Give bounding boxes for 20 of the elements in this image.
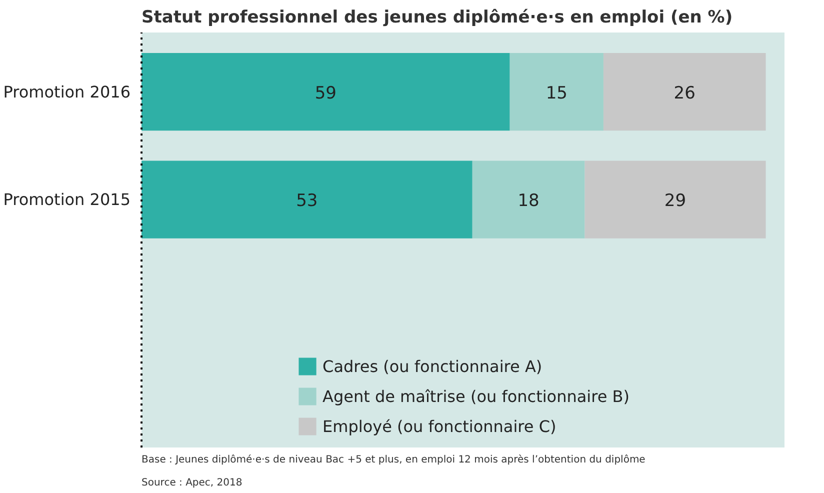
legend-label: Cadres (ou fonctionnaire A) xyxy=(322,356,542,376)
bar xyxy=(142,52,510,131)
bar xyxy=(472,160,585,238)
legend-label: Employé (ou fonctionnaire C) xyxy=(322,416,556,436)
data-label: 59 xyxy=(314,83,336,104)
data-label: 29 xyxy=(664,191,686,212)
bar xyxy=(510,52,604,131)
y-tick-label: Promotion 2015 xyxy=(3,190,131,210)
data-label: 15 xyxy=(546,83,568,104)
bar xyxy=(142,160,472,238)
bar xyxy=(584,160,766,238)
text: Base : Jeunes diplômé·e·s de niveau Bac +5 et plus, en emploi 12 mois après l’obtention du diplôme xyxy=(142,454,646,466)
bar xyxy=(603,52,766,131)
source-note: Source : Apec, 2018 xyxy=(142,478,242,488)
data-label: 26 xyxy=(674,83,696,104)
data-label: 53 xyxy=(296,191,318,212)
legend-label: Agent de maîtrise (ou fonctionnaire B) xyxy=(322,386,630,406)
y-tick-label: Promotion 2016 xyxy=(3,82,131,102)
data-label: 18 xyxy=(518,191,540,212)
chart-title: Statut professionnel des jeunes diplômé·e·s en emploi (en %) xyxy=(142,8,733,28)
